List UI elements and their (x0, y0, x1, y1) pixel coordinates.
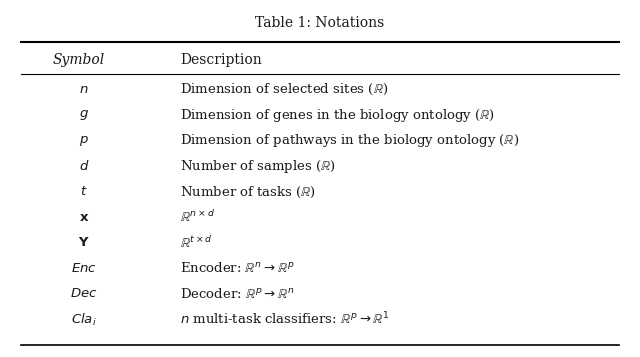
Text: $n$ multi-task classifiers: $\mathbb{R}^{p} \rightarrow \mathbb{R}^{1}$: $n$ multi-task classifiers: $\mathbb{R}^… (180, 311, 390, 328)
Text: $d$: $d$ (79, 160, 90, 174)
Text: Dimension of selected sites ($\mathbb{R}$): Dimension of selected sites ($\mathbb{R}… (180, 82, 388, 97)
Text: $\mathit{Enc}$: $\mathit{Enc}$ (71, 262, 97, 275)
Text: $g$: $g$ (79, 109, 89, 122)
Text: $\mathbb{R}^{t\times d}$: $\mathbb{R}^{t\times d}$ (180, 235, 212, 251)
Text: $p$: $p$ (79, 134, 89, 148)
Text: Decoder: $\mathbb{R}^{p} \rightarrow \mathbb{R}^{n}$: Decoder: $\mathbb{R}^{p} \rightarrow \ma… (180, 287, 294, 301)
Text: Encoder: $\mathbb{R}^{n} \rightarrow \mathbb{R}^{p}$: Encoder: $\mathbb{R}^{n} \rightarrow \ma… (180, 261, 294, 276)
Text: $\mathbf{x}$: $\mathbf{x}$ (79, 211, 90, 224)
Text: $\mathbf{Y}$: $\mathbf{Y}$ (78, 236, 90, 250)
Text: Description: Description (180, 53, 262, 67)
Text: Number of tasks ($\mathbb{R}$): Number of tasks ($\mathbb{R}$) (180, 185, 316, 200)
Text: Number of samples ($\mathbb{R}$): Number of samples ($\mathbb{R}$) (180, 158, 336, 175)
Text: Dimension of pathways in the biology ontology ($\mathbb{R}$): Dimension of pathways in the biology ont… (180, 132, 519, 150)
Text: $\mathbb{R}^{n\times d}$: $\mathbb{R}^{n\times d}$ (180, 210, 215, 225)
Text: Dimension of genes in the biology ontology ($\mathbb{R}$): Dimension of genes in the biology ontolo… (180, 107, 495, 124)
Text: $\mathit{Dec}$: $\mathit{Dec}$ (70, 287, 98, 301)
Text: $t$: $t$ (81, 185, 88, 198)
Text: Symbol: Symbol (52, 53, 104, 67)
Text: $\mathit{Cla}_i$: $\mathit{Cla}_i$ (72, 311, 97, 327)
Text: $n$: $n$ (79, 84, 89, 96)
Text: Table 1: Notations: Table 1: Notations (255, 16, 385, 30)
